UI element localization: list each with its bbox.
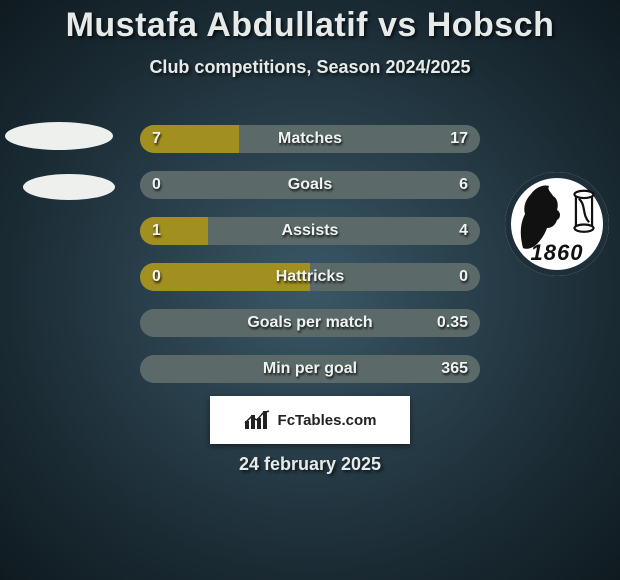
stat-row: 7Matches17 xyxy=(140,125,480,153)
stat-row: Goals per match0.35 xyxy=(140,309,480,337)
team-logo-left xyxy=(5,118,115,228)
comparison-infographic: Mustafa Abdullatif vs Hobsch Club compet… xyxy=(0,0,620,580)
stat-value-right: 365 xyxy=(441,355,468,383)
stat-value-right: 0 xyxy=(459,263,468,291)
logo-circle: 1860 xyxy=(505,172,609,276)
stat-row: Min per goal365 xyxy=(140,355,480,383)
stat-rows-container: 7Matches170Goals61Assists40Hattricks0Goa… xyxy=(140,125,480,401)
stat-label: Goals per match xyxy=(140,309,480,337)
team-logo-right: 1860 xyxy=(505,172,615,282)
stat-value-right: 17 xyxy=(450,125,468,153)
source-badge: FcTables.com xyxy=(210,396,410,444)
stat-value-right: 6 xyxy=(459,171,468,199)
page-subtitle: Club competitions, Season 2024/2025 xyxy=(0,57,620,78)
stat-value-right: 4 xyxy=(459,217,468,245)
snapshot-date: 24 february 2025 xyxy=(0,454,620,475)
stat-value-right: 0.35 xyxy=(437,309,468,337)
page-title: Mustafa Abdullatif vs Hobsch xyxy=(0,0,620,45)
stat-row: 1Assists4 xyxy=(140,217,480,245)
bars-icon xyxy=(244,409,272,431)
stat-label: Goals xyxy=(140,171,480,199)
stat-label: Min per goal xyxy=(140,355,480,383)
logo-year: 1860 xyxy=(505,240,609,266)
source-badge-text: FcTables.com xyxy=(278,412,377,429)
stat-row: 0Hattricks0 xyxy=(140,263,480,291)
stat-label: Assists xyxy=(140,217,480,245)
stat-label: Hattricks xyxy=(140,263,480,291)
logo-shape xyxy=(5,122,113,150)
stat-label: Matches xyxy=(140,125,480,153)
logo-shape xyxy=(23,174,115,200)
column-icon xyxy=(573,186,595,238)
stat-row: 0Goals6 xyxy=(140,171,480,199)
